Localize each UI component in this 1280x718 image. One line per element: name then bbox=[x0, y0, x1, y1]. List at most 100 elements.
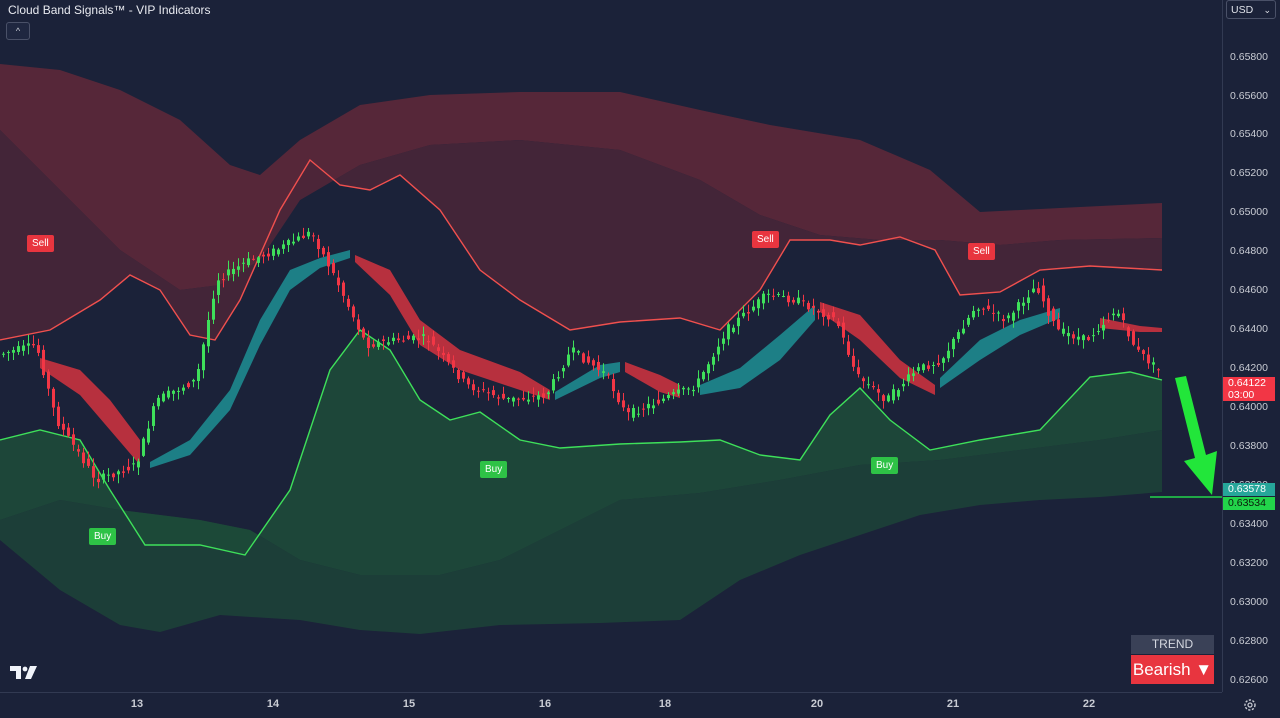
candle-body bbox=[877, 389, 880, 393]
candle-body bbox=[1082, 335, 1085, 341]
candle-body bbox=[1107, 319, 1110, 321]
currency-label: USD bbox=[1231, 4, 1254, 16]
candle-body bbox=[632, 408, 635, 418]
candle-body bbox=[372, 344, 375, 347]
candle-body bbox=[917, 367, 920, 371]
candle-body bbox=[732, 327, 735, 333]
current-price: 0.64122 bbox=[1228, 377, 1266, 389]
price-chart[interactable] bbox=[0, 0, 1222, 692]
support-price-tag: 0.63534 bbox=[1223, 497, 1275, 510]
bull-cloud-outer bbox=[0, 430, 1162, 634]
candle-body bbox=[307, 231, 310, 237]
gear-icon[interactable] bbox=[1242, 697, 1258, 713]
candle-body bbox=[867, 384, 870, 386]
candle-body bbox=[12, 350, 15, 353]
candle-body bbox=[687, 388, 690, 390]
collapse-button[interactable]: ^ bbox=[6, 22, 30, 40]
candle-body bbox=[1092, 335, 1095, 337]
candle-body bbox=[2, 353, 5, 355]
candle-body bbox=[592, 360, 595, 366]
buy-signal: Buy bbox=[871, 457, 899, 474]
candle-body bbox=[317, 238, 320, 250]
candle-body bbox=[152, 406, 155, 426]
candle-body bbox=[522, 397, 525, 400]
candle-body bbox=[77, 449, 80, 452]
price-axis[interactable]: 0.65800 0.65600 0.65400 0.65200 0.65000 … bbox=[1222, 0, 1280, 692]
candle-body bbox=[197, 369, 200, 382]
lower-band-line bbox=[0, 329, 1163, 556]
candle-body bbox=[992, 312, 995, 314]
candle-body bbox=[757, 299, 760, 309]
candle-body bbox=[912, 373, 915, 376]
candle-body bbox=[827, 314, 830, 320]
candle-body bbox=[832, 312, 835, 318]
candle-body bbox=[207, 319, 210, 347]
tradingview-logo[interactable] bbox=[10, 664, 38, 680]
time-axis[interactable]: 13 14 15 16 18 20 21 22 bbox=[0, 692, 1222, 718]
candle-body bbox=[227, 269, 230, 276]
candle-body bbox=[52, 388, 55, 408]
candle-body bbox=[727, 324, 730, 340]
candle-body bbox=[652, 405, 655, 409]
candle-body bbox=[897, 390, 900, 397]
ma-ribbon-segment bbox=[1100, 318, 1162, 332]
candle-body bbox=[882, 395, 885, 401]
candle-body bbox=[657, 399, 660, 404]
candle-body bbox=[772, 295, 775, 297]
candle-body bbox=[1117, 313, 1120, 317]
candle-body bbox=[602, 371, 605, 373]
candle-countdown: 03:00 bbox=[1228, 389, 1255, 401]
chart-area[interactable] bbox=[0, 0, 1222, 692]
candle-body bbox=[1102, 324, 1105, 331]
band-lower-price-tag: 0.63578 bbox=[1223, 483, 1275, 496]
candle-body bbox=[37, 345, 40, 353]
candle-body bbox=[437, 347, 440, 352]
candle-body bbox=[1057, 319, 1060, 330]
chevron-up-icon: ^ bbox=[15, 26, 21, 36]
price-tick: 0.65000 bbox=[1230, 206, 1268, 218]
candle-body bbox=[97, 478, 100, 483]
candle-body bbox=[627, 408, 630, 413]
candle-body bbox=[802, 300, 805, 302]
candle-body bbox=[607, 374, 610, 376]
price-tick: 0.65800 bbox=[1230, 51, 1268, 63]
candle-body bbox=[847, 341, 850, 355]
candle-body bbox=[562, 367, 565, 372]
candle-body bbox=[177, 390, 180, 392]
candle-body bbox=[297, 236, 300, 241]
price-tick: 0.64000 bbox=[1230, 401, 1268, 413]
candle-body bbox=[202, 344, 205, 371]
candle-body bbox=[222, 279, 225, 281]
candle-body bbox=[147, 428, 150, 443]
bear-cloud-inner bbox=[0, 130, 1162, 340]
chevron-down-icon: ⌄ bbox=[1263, 5, 1271, 15]
candle-body bbox=[927, 365, 930, 369]
candle-body bbox=[1042, 285, 1045, 302]
candle-body bbox=[462, 372, 465, 379]
candle-body bbox=[82, 452, 85, 464]
candle-body bbox=[697, 378, 700, 388]
candle-body bbox=[402, 340, 405, 342]
candle-body bbox=[332, 262, 335, 274]
candle-body bbox=[497, 397, 500, 399]
candle-body bbox=[792, 299, 795, 303]
price-tick: 0.63800 bbox=[1230, 440, 1268, 452]
currency-selector[interactable]: USD ⌄ bbox=[1226, 0, 1276, 19]
candle-body bbox=[1072, 334, 1075, 339]
candle-body bbox=[527, 399, 530, 402]
candle-body bbox=[112, 473, 115, 478]
candle-body bbox=[267, 253, 270, 257]
ma-ribbon-segment bbox=[150, 250, 350, 468]
candle-body bbox=[167, 390, 170, 398]
candle-body bbox=[212, 298, 215, 320]
candle-body bbox=[472, 384, 475, 391]
candle-body bbox=[742, 312, 745, 317]
candle-body bbox=[1152, 362, 1155, 365]
candle-body bbox=[417, 338, 420, 340]
candle-body bbox=[1012, 312, 1015, 321]
candle-body bbox=[1027, 297, 1030, 303]
candle-body bbox=[892, 389, 895, 401]
candle-body bbox=[692, 389, 695, 392]
candle-body bbox=[747, 312, 750, 314]
candle-body bbox=[262, 254, 265, 257]
